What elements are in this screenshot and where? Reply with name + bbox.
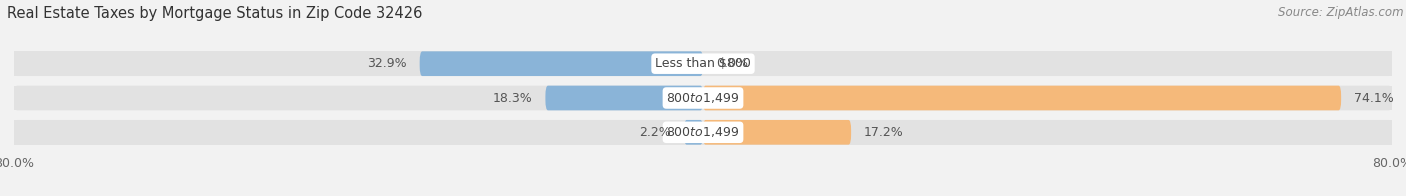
Text: 2.2%: 2.2% <box>640 126 671 139</box>
Text: $800 to $1,499: $800 to $1,499 <box>666 125 740 139</box>
Bar <box>14 51 1392 76</box>
Text: 18.3%: 18.3% <box>492 92 533 104</box>
FancyBboxPatch shape <box>14 86 1392 110</box>
Text: 0.0%: 0.0% <box>716 57 748 70</box>
Text: Real Estate Taxes by Mortgage Status in Zip Code 32426: Real Estate Taxes by Mortgage Status in … <box>7 6 422 21</box>
Bar <box>14 86 1392 110</box>
Text: $800 to $1,499: $800 to $1,499 <box>666 91 740 105</box>
Text: 17.2%: 17.2% <box>865 126 904 139</box>
FancyBboxPatch shape <box>14 120 1392 145</box>
Bar <box>14 120 1392 145</box>
FancyBboxPatch shape <box>703 120 851 145</box>
Text: 32.9%: 32.9% <box>367 57 406 70</box>
Text: 74.1%: 74.1% <box>1354 92 1393 104</box>
Text: Less than $800: Less than $800 <box>655 57 751 70</box>
FancyBboxPatch shape <box>14 51 1392 76</box>
FancyBboxPatch shape <box>685 120 703 145</box>
FancyBboxPatch shape <box>546 86 703 110</box>
FancyBboxPatch shape <box>419 51 703 76</box>
FancyBboxPatch shape <box>703 86 1341 110</box>
Text: Source: ZipAtlas.com: Source: ZipAtlas.com <box>1278 6 1403 19</box>
